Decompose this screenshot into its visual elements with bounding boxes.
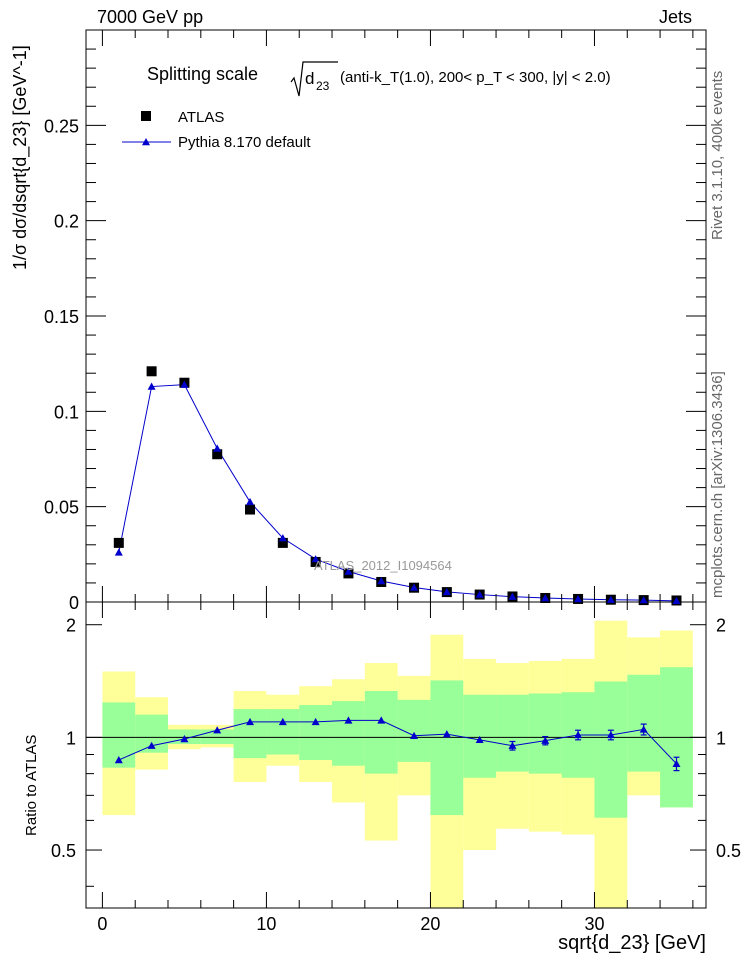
legend-atlas-label: ATLAS (178, 109, 224, 126)
ratio-mc-point (442, 730, 451, 738)
annotations: Splitting scale d 23 (anti-k_T(1.0), 200< p… (122, 61, 611, 573)
x-axis-label: sqrt{d_23} [GeV] (558, 932, 706, 955)
ratio-mc-point (508, 741, 517, 749)
legend-mc-marker (142, 138, 150, 146)
ratio-y-tick-label-left: 0.5 (51, 841, 76, 861)
atlas-data-point (212, 449, 223, 460)
ratio-mc-line (118, 719, 677, 765)
mc-point (344, 567, 353, 575)
ratio-mc-point (278, 717, 287, 726)
mc-point (672, 596, 681, 605)
mc-point (606, 595, 615, 603)
ratio-uncertainty-bands (102, 620, 693, 908)
ratio-mc-point (180, 735, 189, 743)
x-tick-label: 20 (420, 914, 440, 934)
x-axis-label-text: sqrt{d_23} [GeV] (558, 932, 706, 954)
mc-point (475, 590, 484, 598)
mc-series-line (118, 384, 677, 602)
x-tick-label: 30 (584, 914, 604, 934)
ratio-mc-point (410, 731, 419, 739)
ratio-band-green-16 (627, 674, 661, 772)
mc-point (410, 583, 419, 591)
ratio-mc-point (311, 717, 320, 726)
header-process: Jets (658, 7, 692, 27)
main-y-tick-label: 0.25 (44, 116, 79, 136)
mc-point (114, 548, 123, 556)
mc-point (147, 382, 156, 390)
mc-point (377, 577, 386, 585)
ratio-mc-point (147, 741, 156, 749)
mc-point (442, 587, 451, 596)
ratio-band-green-4 (233, 709, 267, 759)
sqrt-sign (290, 61, 338, 97)
ratio-band-green-13 (528, 693, 562, 774)
mc-point (508, 592, 517, 600)
axes-ticks: 0 10 20 30 0 0.05 0.1 0.15 0.2 0.25 0.5 0.5 1 1 2 2 (44, 29, 741, 934)
main-y-tick-label: 0.1 (54, 402, 79, 422)
ratio-mc-point (246, 717, 255, 726)
title-variable: d (305, 69, 314, 88)
mc-point (180, 380, 189, 388)
mc-point (246, 497, 255, 506)
ratio-y-tick-label-left: 2 (66, 616, 76, 636)
analysis-watermark: ATLAS_2012_I1094564 (314, 558, 452, 573)
ratio-band-green-3 (200, 729, 234, 745)
ratio-y-tick-label-right: 0.5 (716, 841, 741, 861)
ratio-mc-point (377, 716, 386, 724)
legend-atlas-marker (141, 111, 151, 121)
mc-point (311, 555, 320, 563)
main-y-tick-label: 0.05 (44, 498, 79, 518)
mc-point (213, 444, 222, 452)
atlas-data-point (245, 504, 256, 515)
ratio-mc-point (574, 730, 583, 739)
main-y-tick-label: 0.15 (44, 307, 79, 327)
ratio-band-green-5 (266, 709, 300, 755)
ratio-mc-point (639, 725, 648, 733)
atlas-data-point (146, 366, 157, 377)
atlas-data-point (277, 537, 288, 548)
ratio-band-green-12 (496, 694, 529, 772)
ratio-series-marks (114, 716, 681, 772)
main-y-tick-label: 0 (69, 593, 79, 613)
ratio-frame (85, 601, 707, 909)
mc-point (278, 534, 287, 542)
ratio-y-tick-label-right: 1 (716, 728, 726, 748)
ratio-mc-point (114, 756, 123, 764)
ratio-y-tick-label-right: 2 (716, 616, 726, 636)
ratio-band-green-8 (364, 691, 398, 774)
x-tick-label: 0 (97, 914, 107, 934)
legend-mc-label: Pythia 8.170 default (178, 134, 311, 151)
mc-point (639, 596, 648, 604)
main-series-marks (113, 366, 682, 606)
plot-title-selection: (anti-k_T(1.0), 200< p_T < 300, |y| < 2.… (340, 69, 611, 86)
x-tick-label: 10 (256, 914, 276, 934)
ratio-band-green-10 (430, 680, 464, 816)
ratio-mc-point (541, 736, 550, 744)
atlas-data-point (113, 537, 124, 548)
ratio-band-green-15 (594, 681, 628, 818)
ratio-mc-point (606, 730, 615, 739)
plot-title-prefix: Splitting scale (147, 64, 258, 84)
ratio-mc-point (672, 759, 681, 767)
mc-point (574, 594, 583, 603)
ratio-y-tick-label-left: 1 (66, 728, 76, 748)
mc-point (541, 593, 550, 602)
main-y-tick-label: 0.2 (54, 212, 79, 232)
ratio-mc-point (213, 726, 222, 734)
ratio-band-green-7 (332, 701, 365, 766)
ratio-mc-point (344, 716, 353, 724)
header-energy: 7000 GeV pp (97, 7, 204, 27)
title-variable-subscript: 23 (316, 79, 330, 93)
ratio-mc-point (475, 735, 484, 744)
ratio-band-green-6 (299, 705, 333, 761)
